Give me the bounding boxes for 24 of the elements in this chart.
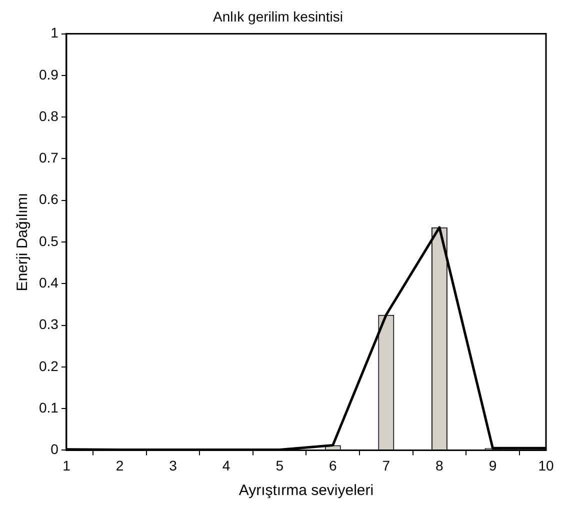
- x-tick-label: 7: [382, 457, 390, 474]
- x-axis-title: Ayrıştırma seviyeleri: [238, 482, 374, 500]
- x-tick-label: 8: [436, 457, 444, 474]
- x-tick-label: 1: [62, 457, 71, 474]
- y-tick-label: 0: [50, 441, 59, 458]
- x-tick-label: 5: [276, 457, 284, 474]
- y-tick-label: 0.6: [38, 191, 59, 208]
- x-tick-label: 9: [488, 457, 497, 474]
- y-tick-label: 0.3: [38, 316, 59, 332]
- y-tick-label: 0.8: [38, 108, 59, 124]
- y-tick-label: 0.5: [38, 232, 59, 249]
- x-tick-label: 3: [169, 457, 178, 474]
- x-tick-label: 4: [222, 457, 230, 474]
- y-tick-label: 0.4: [38, 274, 59, 290]
- y-tick-label: 1: [50, 24, 59, 41]
- y-axis-title: Enerji Dağılımı: [14, 192, 32, 292]
- x-tick-label: 2: [116, 457, 124, 474]
- chart-title: Anlık gerilim kesintisi: [213, 8, 343, 24]
- y-tick-label: 0.9: [38, 66, 59, 82]
- y-tick-label: 0.7: [38, 150, 59, 166]
- x-tick-label: 6: [328, 457, 337, 474]
- y-tick-label: 0.2: [38, 358, 59, 374]
- x-tick-label: 10: [538, 457, 554, 474]
- y-tick-label: 0.1: [38, 399, 59, 416]
